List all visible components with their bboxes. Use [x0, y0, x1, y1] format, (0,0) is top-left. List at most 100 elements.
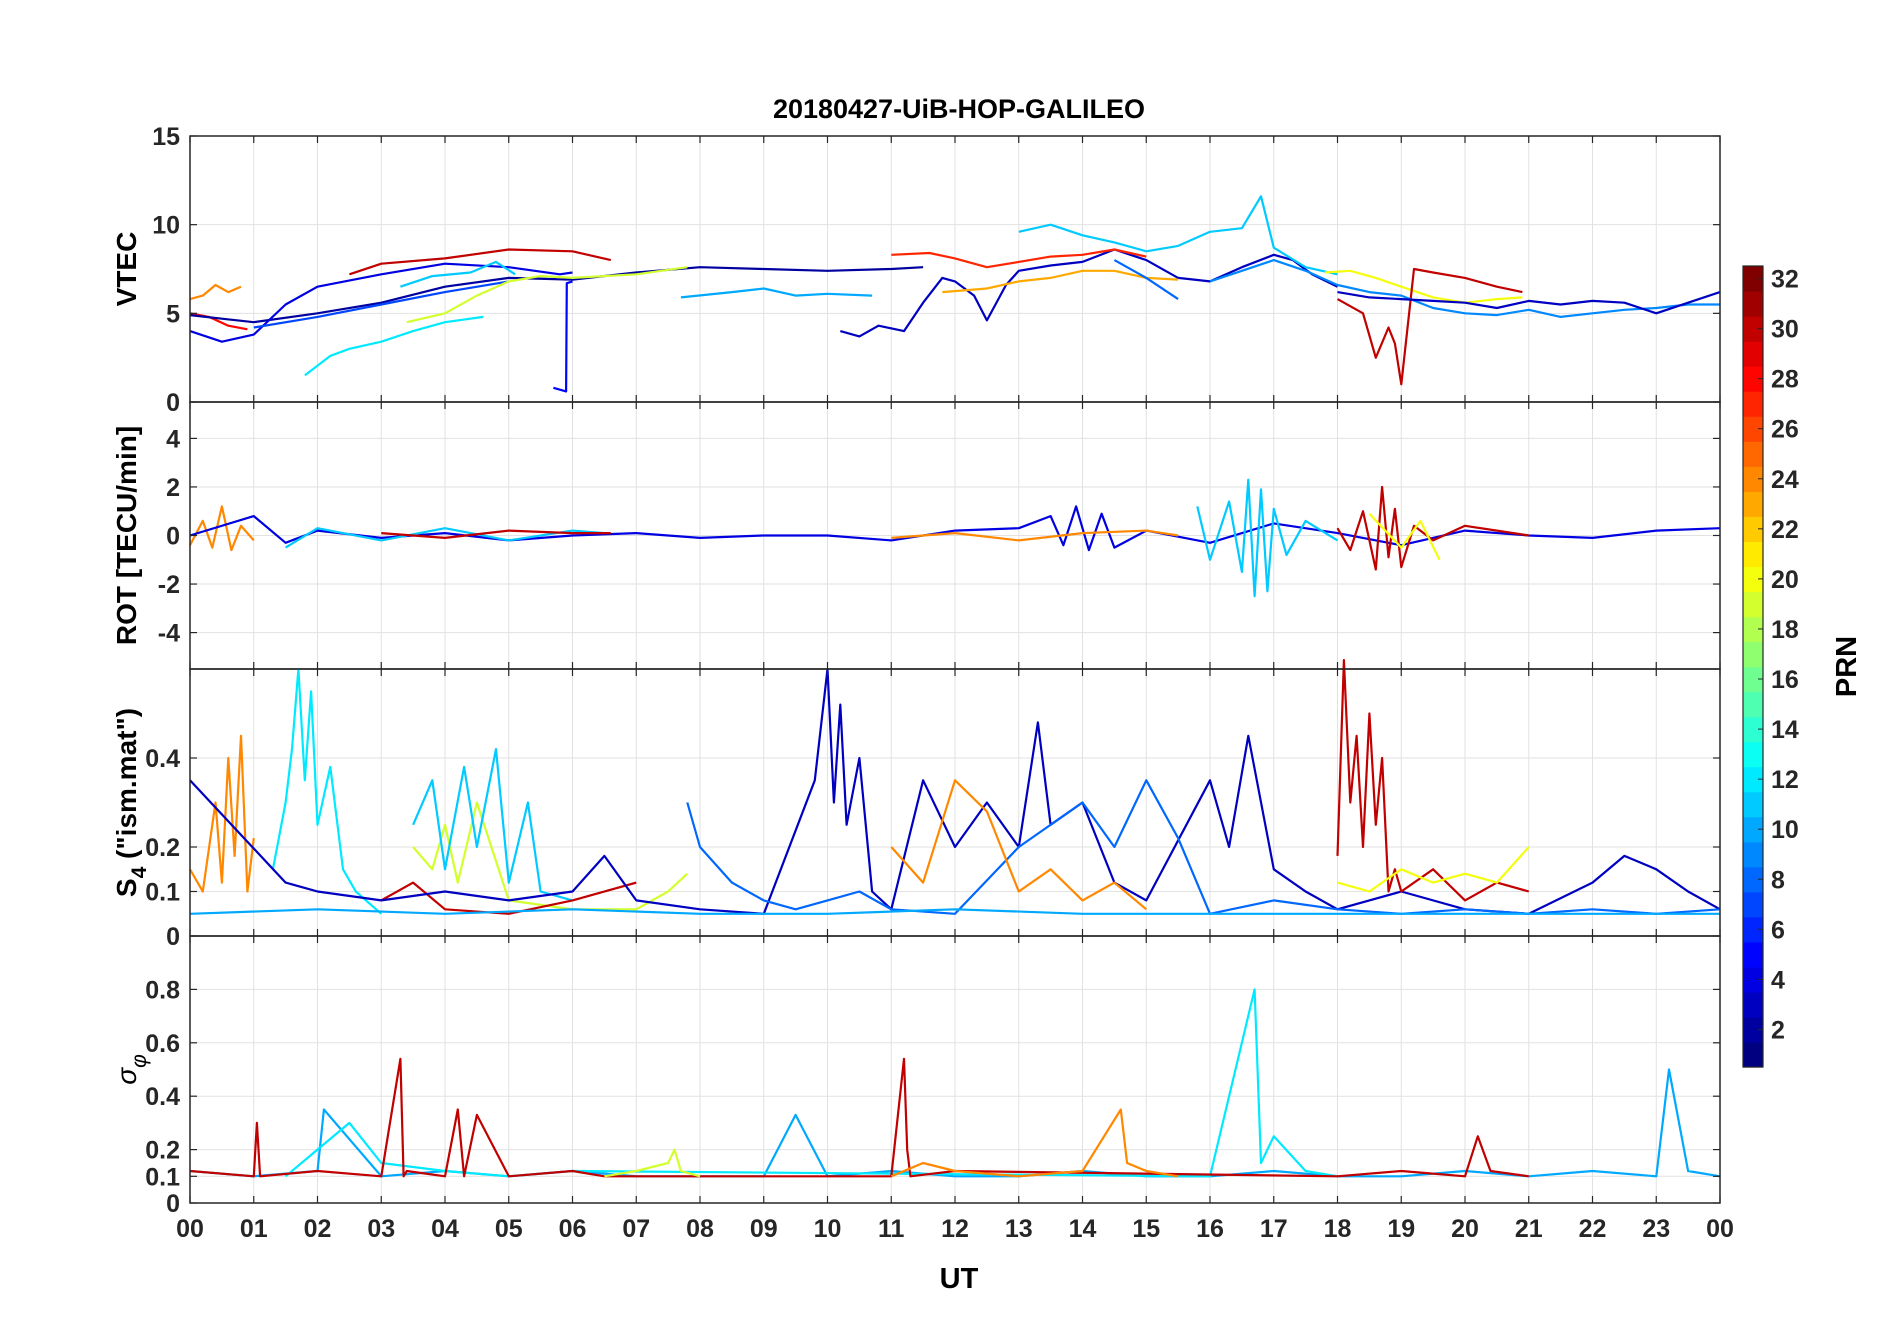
series-line-prn-30 — [1336, 658, 1530, 902]
series-line-prn-11 — [412, 747, 573, 902]
y-axis-label: VTEC — [111, 232, 142, 307]
series-line-prn-4 — [189, 505, 1721, 552]
y-axis-label-rest: ("ism.mat") — [111, 708, 142, 867]
colorbar-tick-label: 12 — [1771, 766, 1799, 794]
x-tick-label: 10 — [814, 1215, 842, 1243]
series-line-prn-30 — [381, 529, 611, 540]
y-axis-label-main: S — [111, 878, 142, 897]
series-line-prn-20 — [1337, 846, 1530, 893]
panel-rot: -4 -2 0 2 4 ROT [TECU/min] — [111, 401, 1721, 670]
series-line-prn-19 — [412, 801, 689, 911]
colorbar-tick-label: 22 — [1771, 516, 1799, 544]
series-line-prn-3 — [1337, 291, 1721, 315]
y-tick-label: 0 — [166, 523, 180, 551]
series-line-prn-12 — [271, 667, 383, 915]
colorbar-swatch — [1743, 291, 1763, 317]
series-line-prn-24 — [890, 1108, 1179, 1178]
x-tick-label: 20 — [1451, 1215, 1479, 1243]
series-line-prn-30 — [1336, 267, 1523, 386]
x-tick-label: 19 — [1387, 1215, 1415, 1243]
colorbar-tick-label: 2 — [1771, 1016, 1785, 1044]
colorbar-swatch — [1743, 991, 1763, 1018]
x-tick-label: 03 — [367, 1215, 395, 1243]
x-axis: 00 01 02 03 04 05 06 07 08 09 10 11 12 13 14 15 16 17 18 19… — [176, 1215, 1734, 1243]
colorbar-tick-label: 4 — [1771, 966, 1785, 994]
x-tick-label: 01 — [240, 1215, 268, 1243]
series-line-prn-24 — [189, 283, 242, 301]
colorbar-label: PRN — [1831, 636, 1863, 697]
series-line-prn-8 — [686, 779, 1721, 915]
y-tick-label: 0 — [166, 389, 180, 417]
colorbar-swatch — [1743, 316, 1763, 342]
panel-sigma: 00.10.2 0.4 0.6 0.8 σφ — [111, 935, 1721, 1218]
y-axis-label: σφ — [111, 1054, 151, 1085]
colorbar-swatch — [1743, 466, 1763, 492]
series-line-prn-3 — [189, 667, 1721, 915]
x-tick-label: 21 — [1515, 1215, 1543, 1243]
series-line-prn-10 — [680, 287, 873, 299]
series-line-prn-10 — [189, 908, 1720, 915]
y-tick-label: 15 — [152, 123, 180, 151]
colorbar-swatch — [1743, 641, 1763, 668]
x-tick-label: 08 — [686, 1215, 714, 1243]
colorbar-swatch — [1743, 866, 1763, 893]
colorbar-swatch — [1743, 741, 1763, 768]
series-line-prn-30 — [189, 1057, 1529, 1178]
colorbar-swatch — [1743, 441, 1763, 467]
series-line-prn-2 — [189, 266, 924, 324]
y-tick-label: 5 — [166, 300, 180, 328]
colorbar-swatch — [1743, 941, 1763, 968]
colorbar-swatch — [1743, 566, 1763, 593]
colorbar-swatch — [1743, 1016, 1763, 1043]
x-tick-label: 15 — [1132, 1215, 1160, 1243]
colorbar-swatch — [1743, 616, 1763, 643]
x-tick-label: 05 — [495, 1215, 523, 1243]
y-tick-label: 0.6 — [145, 1030, 180, 1058]
colorbar-tick-label: 28 — [1771, 366, 1799, 394]
colorbar-tick-label: 18 — [1771, 616, 1799, 644]
x-tick-label: 11 — [878, 1215, 905, 1243]
colorbar-swatch — [1743, 516, 1763, 542]
y-tick-label: 0.2 — [145, 834, 180, 862]
colorbar-swatch — [1743, 716, 1763, 743]
colorbar-tick-label: 26 — [1771, 416, 1799, 444]
colorbar-swatch — [1743, 766, 1763, 793]
series-line-prn-9 — [1209, 259, 1720, 318]
series-line-prn-23 — [942, 269, 1179, 294]
series-line-prn-7 — [253, 280, 509, 329]
y-tick-label: 0.4 — [145, 1083, 180, 1111]
y-tick-label: 2 — [166, 474, 180, 502]
y-tick-label: 0.4 — [145, 745, 180, 773]
x-tick-label: 22 — [1579, 1215, 1607, 1243]
series-line-prn-20 — [1368, 512, 1441, 561]
series-line-prn-8 — [1113, 259, 1179, 301]
series-line-prn-30 — [380, 881, 637, 915]
series-line-prn-27 — [891, 248, 1147, 269]
series-line-prn-5 — [553, 280, 573, 393]
colorbar-tick-label: 14 — [1771, 716, 1799, 744]
colorbar-tick-label: 8 — [1771, 866, 1785, 894]
series-line-prn-24 — [891, 529, 1179, 542]
x-tick-label: 09 — [750, 1215, 778, 1243]
y-tick-label: 0.2 — [145, 1137, 180, 1165]
series-line-prn-24 — [890, 779, 1148, 911]
colorbar-swatch — [1743, 266, 1763, 292]
x-tick-label: 14 — [1069, 1215, 1097, 1243]
colorbar-frame — [1742, 265, 1764, 1068]
series-line-prn-30 — [349, 248, 612, 276]
colorbar-tick-label: 20 — [1771, 566, 1799, 594]
y-tick-label: 0.1 — [145, 879, 180, 907]
x-tick-label: 06 — [559, 1215, 587, 1243]
y-tick-label: 10 — [152, 212, 180, 240]
series-line-prn-11 — [285, 527, 605, 549]
y-axis-label: ROT [TECU/min] — [111, 426, 142, 645]
colorbar-tick-label: 16 — [1771, 666, 1799, 694]
colorbar-tick-label: 10 — [1771, 816, 1799, 844]
panel-s4: 00.10.20.4S4 ("ism.mat") — [111, 658, 1721, 951]
x-tick-label: 02 — [304, 1215, 332, 1243]
colorbar-swatch — [1743, 1041, 1763, 1068]
x-tick-label: 00 — [176, 1215, 204, 1243]
panel-vtec: 0 5 10 15 VTEC — [111, 123, 1721, 417]
